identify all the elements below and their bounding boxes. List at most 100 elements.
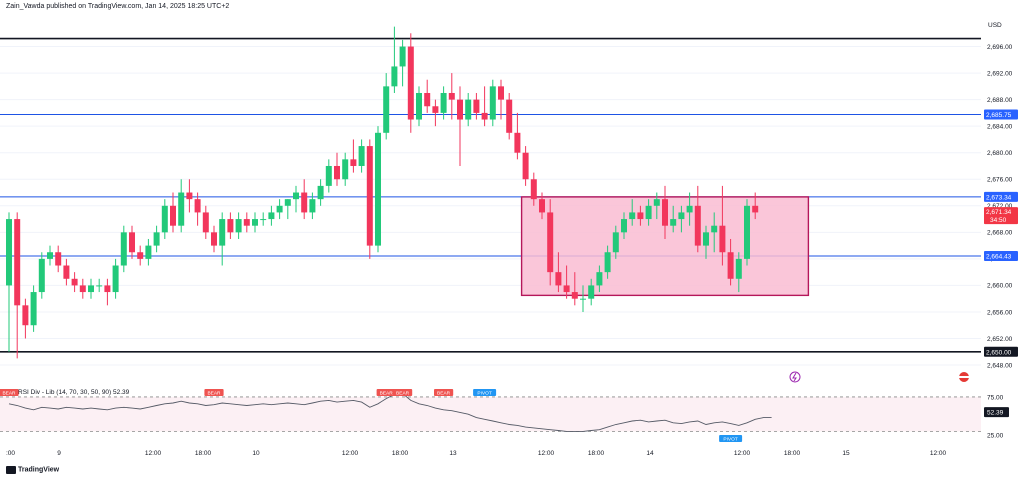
candle-body (14, 219, 21, 306)
candle-up (735, 252, 742, 293)
level-price-badge (984, 346, 1018, 357)
level-price-label: 2,664.43 (986, 254, 1012, 261)
candle-down (563, 265, 570, 299)
candle-body (260, 219, 267, 221)
candle-body (79, 285, 86, 293)
candle-body (448, 92, 455, 100)
candle-up (325, 159, 332, 193)
candle-down (334, 152, 340, 186)
candle-down (448, 73, 455, 120)
candle-body (432, 106, 439, 113)
candle-body (334, 165, 340, 180)
rsi-level-label: 25.00 (987, 432, 1004, 439)
footer-brand: TradingView (18, 466, 60, 474)
publisher-header: Zain_Vawda published on TradingView.com,… (6, 3, 230, 10)
time-tick-label: 9 (57, 450, 61, 457)
candle-down (719, 185, 726, 266)
candle-body (38, 258, 45, 293)
price-axis[interactable]: USD 2,648.00 2,652.00 2,656.00 2,660.00 2,664… (984, 22, 1018, 369)
time-tick-label: 10 (252, 450, 260, 457)
level-price-label: 2,685.75 (986, 112, 1012, 119)
candle-body (202, 212, 209, 233)
candle-down (63, 258, 70, 286)
candle-body (670, 219, 677, 226)
rsi-signal-badge (0, 389, 19, 396)
candle-down (694, 185, 701, 253)
candle-down (727, 238, 734, 286)
candle-down (752, 192, 759, 220)
candle-body (621, 219, 627, 233)
level-price-badge (984, 251, 1018, 262)
candle-body (744, 205, 750, 259)
price-tick-label: 2,672.00 (987, 203, 1013, 210)
price-tick-label: 2,660.00 (987, 283, 1013, 290)
candle-up (489, 79, 496, 127)
candle-down (637, 205, 644, 226)
candle-down (186, 179, 193, 213)
candle-down (662, 185, 668, 239)
candle-body (391, 66, 398, 87)
candle-body (547, 212, 554, 273)
candle-body (211, 232, 217, 246)
lightning-icon (792, 372, 797, 382)
candle-body (186, 192, 193, 200)
tradingview-footer[interactable]: TradingView (6, 466, 59, 474)
candle-up (375, 126, 381, 253)
candle-down (473, 92, 480, 120)
time-tick-label: 13 (449, 450, 457, 457)
candle-body (366, 146, 373, 246)
candle-body (120, 232, 127, 266)
candle-up (145, 238, 152, 266)
candle-down (79, 278, 86, 299)
candle-down (457, 86, 463, 166)
candle-up (711, 212, 718, 253)
candle-body (55, 252, 62, 266)
candle-body (194, 199, 201, 213)
candle-down (366, 139, 373, 259)
candle-up (391, 26, 398, 93)
candle-body (350, 159, 357, 166)
candle-body (407, 46, 414, 120)
event-flash-icon (789, 371, 801, 383)
candle-body (276, 205, 283, 213)
level-price-label: 2,650.00 (986, 349, 1012, 356)
time-tick-label: 14 (646, 450, 654, 457)
candle-down (137, 245, 144, 266)
candle-body (514, 132, 521, 153)
candle-body (489, 86, 496, 120)
candle-body (235, 219, 242, 233)
time-tick-label: 12:00 (145, 450, 162, 457)
candle-up (293, 185, 299, 213)
time-tick-label: 12:00 (734, 450, 751, 457)
candle-up (153, 225, 160, 253)
candle-up (161, 199, 168, 239)
candle-up (96, 278, 103, 293)
rsi-line (8, 393, 772, 432)
candle-up (88, 278, 94, 299)
candle-body (637, 212, 644, 220)
rsi-signal-label: BEAR (2, 390, 16, 396)
chart-icons[interactable] (789, 371, 969, 383)
candle-body (219, 219, 226, 246)
candle-body (30, 292, 37, 326)
candle-body (137, 252, 144, 259)
candle-body (719, 225, 726, 253)
candle-body (129, 232, 135, 253)
time-axis[interactable]: :00 9 12:00 18:00 10 12:00 18:00 13 12:00 18:00 14… (6, 450, 947, 457)
candle-body (694, 205, 701, 246)
candle-up (235, 212, 242, 239)
tradingview-logo-icon (6, 466, 16, 474)
time-tick-label: 18:00 (784, 450, 801, 457)
rsi-signal-label: BEAR (207, 390, 221, 396)
horizontal-levels[interactable] (0, 37, 981, 353)
candle-up (580, 285, 586, 312)
candle-up (178, 179, 185, 233)
rsi-pane[interactable]: RSI Div - Lib (14, 70, 30, 50, 90) 52.39… (0, 389, 1009, 442)
candle-body (752, 205, 759, 213)
rsi-value-badge (984, 407, 1009, 418)
candle-down (227, 212, 234, 239)
flag-stripe-icon (959, 376, 969, 378)
candle-up (358, 139, 365, 173)
rsi-band (0, 396, 981, 432)
